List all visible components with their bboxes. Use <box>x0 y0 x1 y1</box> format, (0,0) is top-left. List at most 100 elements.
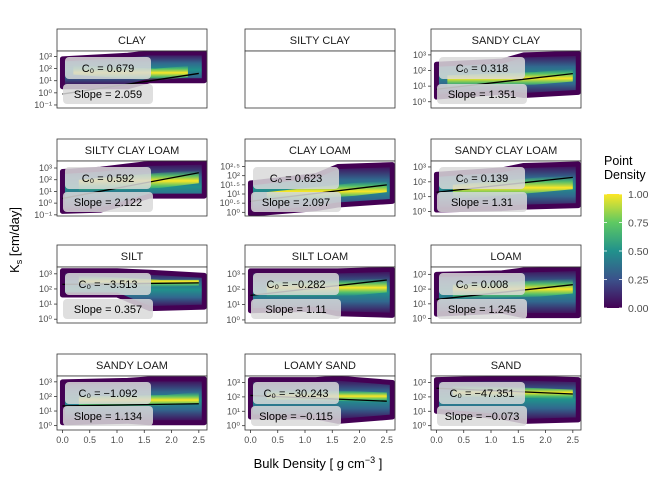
x-tick-label: 1.0 <box>485 435 498 445</box>
slope-annotation: Slope = 1.351 <box>437 84 527 104</box>
y-tick-label: 10³ <box>39 377 52 387</box>
y-tick-label: 10¹ <box>39 299 52 309</box>
slope-annotation: Slope = 0.357 <box>63 299 153 319</box>
y-tick-label: 10² <box>413 66 426 76</box>
y-tick-label: 10⁰ <box>226 207 240 217</box>
y-tick-label: 10³ <box>413 269 426 279</box>
annotation-box <box>439 57 525 79</box>
facet-title: SILT LOAM <box>292 251 348 263</box>
slope-annotation: Slope = 1.11 <box>251 299 341 319</box>
c0-annotation: C₀ = −1.092 <box>65 382 151 404</box>
panel-border <box>244 50 396 109</box>
facet-title: SAND <box>491 360 522 372</box>
facet-title: LOAM <box>490 251 521 263</box>
annotation-box <box>437 84 527 104</box>
fit-line <box>62 403 199 407</box>
y-tick-label: 10² <box>413 177 426 187</box>
facet-title: SILT <box>121 251 144 263</box>
panel-border <box>244 266 396 324</box>
annotation-box <box>63 192 153 212</box>
annotation-box <box>437 299 527 319</box>
annotation-box <box>65 382 151 404</box>
legend-tick-label: 0.25 <box>628 275 649 287</box>
slope-annotation: Slope = 2.059 <box>63 84 153 104</box>
annotation-box <box>253 382 339 404</box>
y-tick-label: 10³ <box>413 50 426 60</box>
c0-label: C₀ = 0.679 <box>82 63 135 75</box>
y-tick-label: 10¹ <box>413 406 426 416</box>
annotation-box <box>437 406 527 426</box>
panel-border <box>244 375 396 431</box>
y-tick-label: 10³ <box>39 269 52 279</box>
y-tick-label: 10² <box>39 391 52 401</box>
x-axes: 0.0 0.5 1.0 1.5 2.0 2.5 0.0 0.5 1.0 1.5 2.0 2.5 0.0 0… <box>56 430 579 445</box>
y-tick-label: 10³ <box>413 162 426 172</box>
facet-panel: SILT C₀ = −3.513 Slope = 0.357 10⁰ 10¹ 10² 10³ <box>38 244 208 324</box>
panel-border <box>430 50 582 109</box>
slope-label: Slope = 1.11 <box>265 304 326 316</box>
y-tick-label: 10² <box>227 392 240 402</box>
c0-label: C₀ = 0.008 <box>456 279 509 291</box>
facet-title: SANDY CLAY LOAM <box>455 145 558 157</box>
y-tick-label: 10¹ <box>39 406 52 416</box>
x-tick-label: 2.0 <box>539 435 552 445</box>
y-tick-label: 10²·⁵ <box>220 162 240 172</box>
panel-border <box>56 266 208 324</box>
y-tick-label: 10¹ <box>227 406 240 416</box>
x-tick-label: 0.5 <box>457 435 470 445</box>
y-axis-title: Ks [cm/day] <box>7 207 24 273</box>
slope-label: Slope = 1.134 <box>74 411 142 423</box>
panel-border <box>430 375 582 431</box>
annotation-box <box>253 167 339 189</box>
y-tick-label: 10⁰ <box>38 198 52 208</box>
c0-annotation: C₀ = −30.243 <box>253 382 339 404</box>
x-tick-label: 0.0 <box>244 435 257 445</box>
x-tick-label: 2.5 <box>567 435 580 445</box>
annotation-box <box>439 167 525 189</box>
facet-title: CLAY LOAM <box>289 145 351 157</box>
facet-panel: CLAY LOAM C₀ = 0.623 Slope = 2.097 10⁰10⁰·⁵… <box>220 138 396 217</box>
c0-annotation: C₀ = 0.679 <box>65 57 151 79</box>
y-tick-label: 10² <box>413 392 426 402</box>
slope-label: Slope = 1.245 <box>448 304 516 316</box>
legend-title: Point <box>604 154 633 168</box>
y-tick-label: 10² <box>413 284 426 294</box>
y-tick-label: 10³ <box>413 377 426 387</box>
slope-annotation: Slope = 1.245 <box>437 299 527 319</box>
legend-tick-label: 0.00 <box>628 303 649 315</box>
facet-panel: SILT LOAM C₀ = −0.282 Slope = 1.11 10⁰ 10¹ 10… <box>226 244 396 325</box>
y-tick-label: 10⁰ <box>412 314 426 324</box>
annotation-box <box>65 167 151 189</box>
x-tick-label: 1.0 <box>111 435 124 445</box>
y-tick-label: 10¹ <box>413 299 426 309</box>
c0-label: C₀ = −1.092 <box>79 388 138 400</box>
c0-label: C₀ = 0.623 <box>270 173 323 185</box>
y-tick-label: 10² <box>39 284 52 294</box>
annotation-box <box>251 192 341 212</box>
x-tick-label: 1.5 <box>138 435 151 445</box>
slope-label: Slope = 1.351 <box>448 89 516 101</box>
x-tick-label: 1.0 <box>299 435 312 445</box>
c0-label: C₀ = 0.139 <box>456 173 509 185</box>
slope-label: Slope = 2.097 <box>262 197 330 209</box>
facet-panel: SANDY LOAM C₀ = −1.092 Slope = 1.134 10⁰ 10¹… <box>38 353 208 431</box>
y-tick-label: 10¹ <box>39 186 52 196</box>
y-tick-label: 10² <box>227 284 240 294</box>
y-tick-label: 10¹ <box>39 76 52 86</box>
slope-annotation: Slope = −0.115 <box>251 406 341 426</box>
x-axis-title: Bulk Density [ g cm−3 ] <box>254 455 383 471</box>
y-tick-label: 10⁻¹ <box>34 100 52 110</box>
slope-label: Slope = 0.357 <box>74 304 142 316</box>
slope-annotation: Slope = 1.134 <box>63 406 153 426</box>
facet-panel: SANDY CLAY C₀ = 0.318 Slope = 1.351 10⁰ 10¹ 1… <box>412 28 582 109</box>
legend-tick-label: 0.75 <box>628 218 649 230</box>
x-tick-label: 1.5 <box>512 435 525 445</box>
c0-label: C₀ = 0.318 <box>456 63 509 75</box>
slope-label: Slope = 1.31 <box>451 197 513 209</box>
x-tick-label: 2.0 <box>353 435 366 445</box>
facet-panel: LOAM C₀ = 0.008 Slope = 1.245 10⁰ 10¹ 10² 10³ <box>412 244 582 324</box>
legend-title: Density <box>604 168 646 182</box>
slope-label: Slope = −0.115 <box>259 411 333 423</box>
